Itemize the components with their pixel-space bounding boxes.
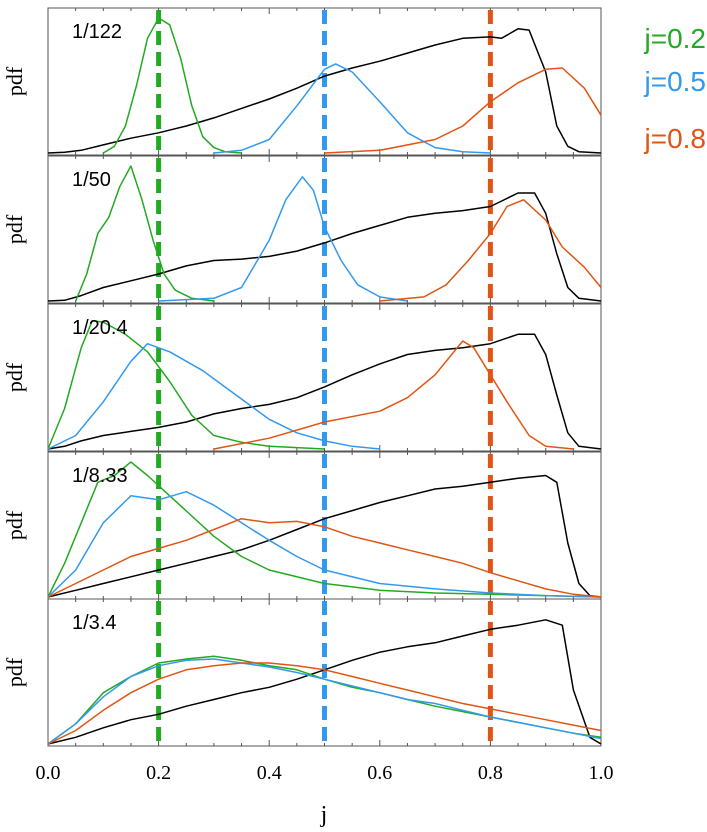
series-line-1 [47,333,602,450]
panel-2: 1/50 pdf [2,155,602,304]
y-axis-label: pdf [2,510,27,540]
series-line-3 [47,490,602,598]
x-tick-label: 0.6 [367,762,392,784]
series-line-4 [47,517,602,598]
panel-4: 1/8.33 pdf [2,451,602,600]
series-line-3 [47,658,602,745]
y-axis-label: pdf [2,657,27,687]
panel-label: 1/20.4 [72,317,128,339]
panel-label: 1/122 [72,21,122,43]
series-line-1 [47,619,602,745]
series-line-4 [213,340,574,450]
panels: 1/122 pdf 1/50 pdf 1/20.4 pdf 1/8.33 pdf 1/3.4 pd… [2,7,602,747]
legend-entry: j=0.5 [644,66,707,97]
series-line-2 [47,461,602,598]
series-line-3 [213,63,491,154]
series-line-1 [47,474,602,598]
series-line-3 [158,176,408,302]
x-tick-label: 1.0 [589,762,614,784]
legend-entry: j=0.8 [644,123,707,154]
series-line-1 [47,28,602,154]
y-axis-label: pdf [2,362,27,392]
panel-1: 1/122 pdf [2,7,602,156]
panel-label: 1/8.33 [72,465,128,487]
series-line-2 [75,165,214,302]
x-tick-label: 0.4 [257,762,282,784]
x-tick-label: 0.0 [36,762,61,784]
series-line-4 [379,199,602,302]
x-tick-label: 0.8 [478,762,503,784]
y-axis-label: pdf [2,214,27,244]
x-axis: 0.0 0.2 0.4 0.6 0.8 1.0 [36,762,614,784]
legend-entry: j=0.2 [644,23,707,54]
panel-3: 1/20.4 pdf [2,303,602,452]
panel-5: 1/3.4 pdf [2,598,602,747]
panel-label: 1/50 [72,169,111,191]
legend: j=0.2 j=0.5 j=0.8 [644,23,707,154]
series-line-2 [102,17,242,154]
panel-label: 1/3.4 [72,612,116,634]
series-line-4 [47,662,602,745]
y-axis-label: pdf [2,66,27,96]
x-axis-label: j [320,802,328,828]
x-tick-label: 0.2 [146,762,171,784]
series-line-4 [324,67,602,154]
series-line-3 [47,342,380,450]
series-line-1 [47,192,602,302]
series-line-2 [47,320,325,450]
